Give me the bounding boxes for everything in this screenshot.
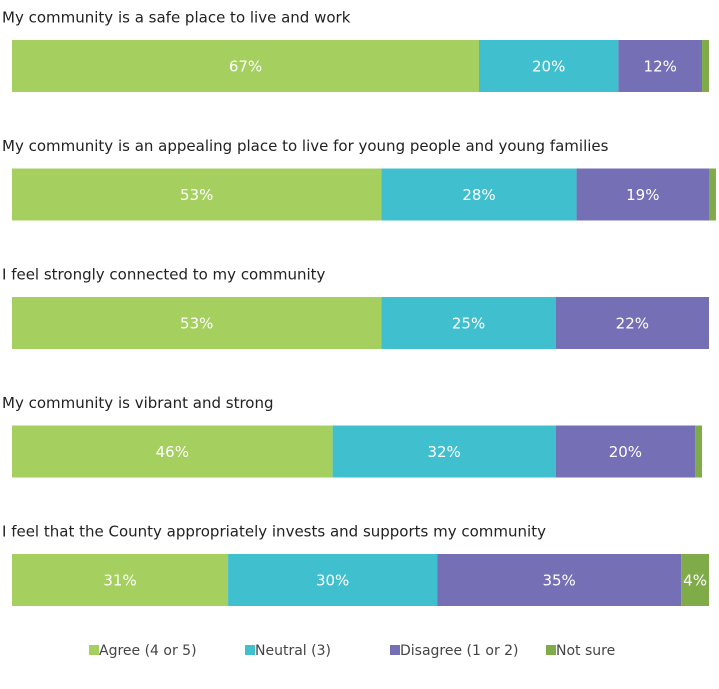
bar-segment <box>709 168 716 221</box>
value-label: 35% <box>542 572 575 590</box>
bar-segment <box>618 40 703 92</box>
value-label: 19% <box>626 186 659 204</box>
bar-segment <box>702 40 709 92</box>
bar-segment <box>12 168 382 221</box>
category-label: I feel strongly connected to my communit… <box>2 266 326 284</box>
category-label: My community is a safe place to live and… <box>2 9 351 27</box>
bar-segment <box>12 297 382 349</box>
value-label: 31% <box>103 572 136 590</box>
bar-segment <box>555 425 696 478</box>
bar-segment <box>381 168 577 221</box>
value-label: 32% <box>427 443 460 461</box>
bar-segment <box>12 425 333 478</box>
bar-segment <box>12 554 229 606</box>
legend-swatch <box>546 645 556 655</box>
bar-segment <box>12 40 479 92</box>
legend-label: Disagree (1 or 2) <box>400 643 519 659</box>
value-label: 12% <box>644 58 677 76</box>
bar-segment <box>576 168 709 221</box>
bar-segment <box>695 425 703 478</box>
value-label: 22% <box>616 315 649 333</box>
category-label: My community is an appealing place to li… <box>2 137 609 155</box>
legend-swatch <box>89 645 99 655</box>
value-label: 46% <box>156 443 189 461</box>
bar-segment <box>381 297 556 349</box>
value-label: 20% <box>609 443 642 461</box>
bar-segment <box>437 554 682 606</box>
value-label: 4% <box>683 572 707 590</box>
bar-segment <box>478 40 619 92</box>
value-label: 25% <box>452 315 485 333</box>
legend-swatch <box>390 645 400 655</box>
category-label: I feel that the County appropriately inv… <box>2 523 546 541</box>
legend-label: Agree (4 or 5) <box>99 643 197 659</box>
legend-swatch <box>245 645 255 655</box>
value-label: 67% <box>229 58 262 76</box>
bar-segment <box>681 554 709 606</box>
value-label: 28% <box>462 186 495 204</box>
bar-segment <box>228 554 438 606</box>
bar-segment <box>555 297 709 349</box>
bar-segment <box>332 425 556 478</box>
category-label: My community is vibrant and strong <box>2 394 274 412</box>
value-label: 53% <box>180 186 213 204</box>
value-label: 20% <box>532 58 565 76</box>
legend-label: Not sure <box>556 643 615 659</box>
value-label: 30% <box>316 572 349 590</box>
legend-label: Neutral (3) <box>255 643 331 659</box>
value-label: 53% <box>180 315 213 333</box>
